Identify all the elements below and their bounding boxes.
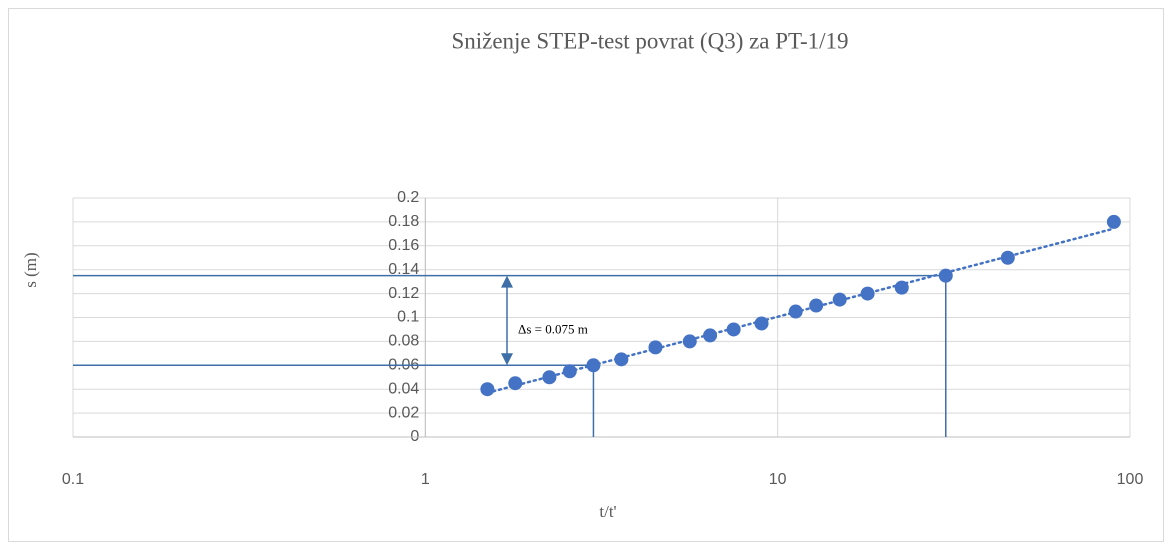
point — [508, 376, 523, 391]
y-tick-label: 0.04 — [388, 380, 419, 397]
point — [754, 316, 769, 331]
x-axis-label: t/t' — [599, 502, 616, 521]
point — [586, 358, 601, 373]
x-tick-label: 0.1 — [62, 471, 84, 488]
chart-title: Sniženje STEP-test povrat (Q3) za PT-1/1… — [451, 28, 848, 53]
point — [832, 292, 847, 307]
arrow-head — [501, 275, 513, 288]
y-tick-label: 0.02 — [388, 404, 419, 421]
y-tick-label: 0.16 — [388, 237, 419, 254]
point — [1106, 214, 1121, 229]
point — [480, 382, 495, 397]
point — [614, 352, 629, 367]
x-tick-label: 10 — [769, 471, 787, 488]
point — [726, 322, 741, 337]
y-tick-label: 0.2 — [397, 189, 419, 206]
y-tick-label: 0.18 — [388, 213, 419, 230]
point — [809, 298, 824, 313]
point — [682, 334, 697, 349]
point — [938, 268, 953, 283]
y-tick-label: 0.08 — [388, 333, 419, 350]
y-axis-label: s (m) — [21, 252, 40, 287]
point — [648, 340, 663, 355]
point — [860, 286, 875, 301]
annotation: Δs = 0.075 m — [518, 321, 588, 336]
point — [788, 304, 803, 319]
x-tick-label: 1 — [421, 471, 430, 488]
point — [703, 328, 718, 343]
y-tick-label: 0.12 — [388, 285, 419, 302]
arrow-head — [501, 353, 513, 366]
y-tick-label: 0.1 — [397, 309, 419, 326]
point — [1000, 250, 1015, 265]
x-tick-label: 100 — [1117, 471, 1144, 488]
point — [562, 364, 577, 379]
point — [542, 370, 557, 385]
y-tick-label: 0.14 — [388, 261, 419, 278]
point — [894, 280, 909, 295]
